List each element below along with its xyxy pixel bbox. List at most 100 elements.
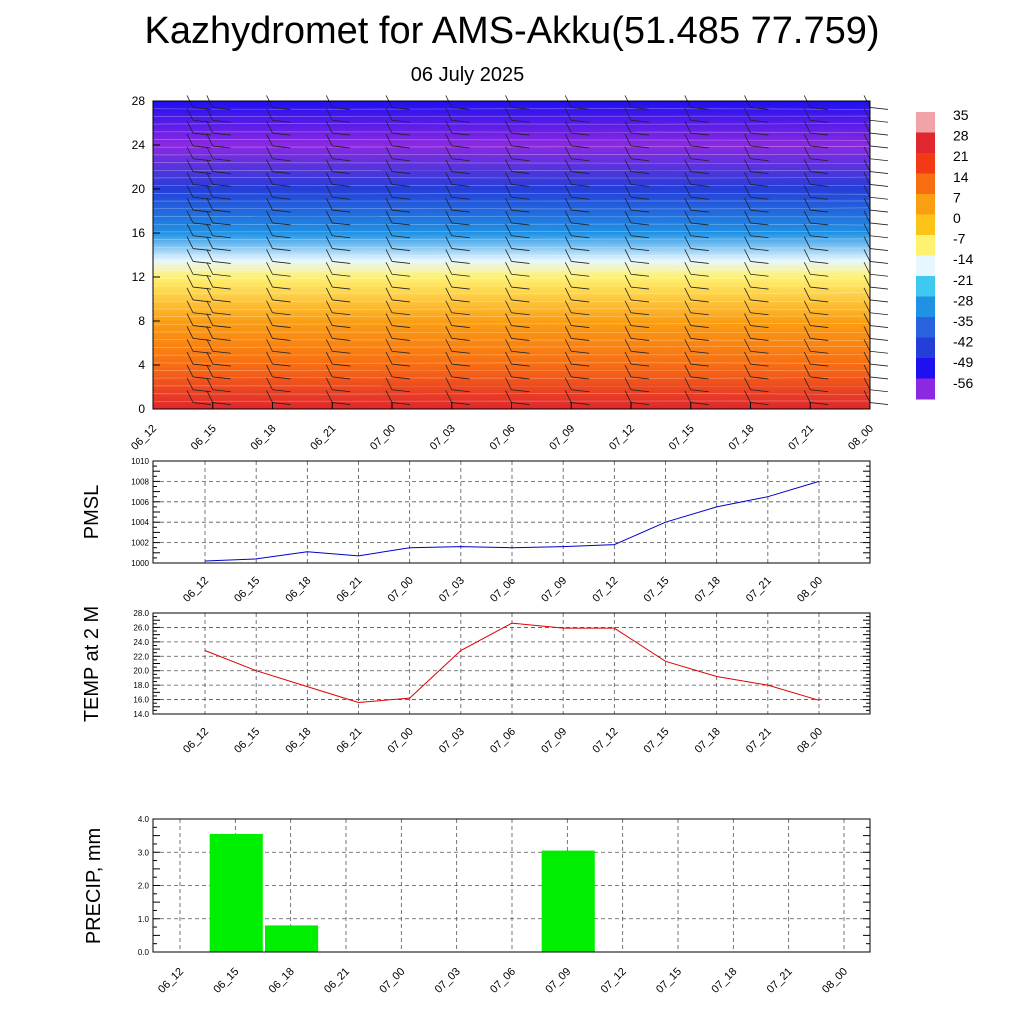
wind-barb: [863, 159, 889, 174]
wind-barb: [206, 351, 231, 367]
wind-barb: [445, 300, 470, 316]
wind-barb: [564, 351, 590, 367]
wind-barb: [385, 300, 411, 316]
chart-subtitle: 06 July 2025: [410, 64, 525, 86]
wind-barb: [624, 146, 650, 162]
wind-barb: [505, 287, 530, 303]
wind-barb: [325, 120, 351, 136]
x-tick-label: 07_03: [437, 575, 467, 605]
wind-barb: [803, 377, 829, 393]
wind-barb: [803, 223, 829, 239]
y-tick-label: 1006: [131, 498, 149, 507]
wind-barb: [325, 287, 351, 303]
x-tick-label: 07_03: [437, 726, 467, 756]
precip-x-tick-label: 06_12: [156, 966, 186, 996]
wind-barb: [385, 197, 411, 213]
wind-barb: [803, 159, 829, 174]
colorbar-swatch: [916, 112, 935, 133]
wind-barb: [186, 364, 212, 380]
wind-barb: [325, 313, 351, 328]
heat-x-tick-label: 07_00: [368, 423, 398, 453]
wind-barb: [266, 326, 291, 341]
wind-barb: [803, 197, 829, 213]
wind-barb: [505, 300, 530, 316]
y-tick-label: 1000: [131, 559, 149, 568]
wind-barb: [744, 223, 769, 239]
wind-barb: [186, 236, 212, 251]
wind-barb: [803, 146, 829, 162]
wind-barb: [325, 249, 351, 264]
wind-barb: [505, 274, 530, 290]
y-tick-label: 28.0: [133, 609, 149, 618]
wind-barb: [624, 339, 650, 354]
wind-barb: [385, 249, 411, 264]
wind-barb: [385, 159, 411, 174]
x-tick-label: 06_12: [181, 726, 211, 756]
wind-barb: [803, 249, 829, 264]
wind-barb: [186, 377, 212, 393]
wind-barb: [803, 262, 829, 277]
wind-barb: [325, 364, 351, 380]
wind-barb: [186, 390, 212, 405]
wind-barb: [266, 274, 291, 290]
x-tick-label: 06_21: [335, 575, 365, 605]
precip-x-tick-label: 07_09: [543, 966, 573, 996]
wind-barb: [505, 120, 530, 136]
wind-barb: [564, 313, 590, 328]
wind-barb: [505, 249, 530, 264]
wind-barb: [624, 197, 650, 213]
y-tick-label: 26.0: [133, 623, 149, 632]
wind-barb: [684, 197, 709, 213]
wind-barb: [684, 377, 709, 393]
heat-y-tick-label: 4: [138, 358, 145, 372]
wind-barb: [325, 210, 351, 226]
y-tick-label: 1.0: [138, 915, 150, 924]
x-tick-label: 07_06: [488, 726, 518, 756]
colorbar-swatch: [916, 173, 935, 195]
wind-barb: [385, 185, 411, 200]
wind-barb: [186, 133, 212, 149]
wind-barb: [266, 249, 291, 264]
wind-barb: [624, 236, 650, 251]
pmsl-panel: 1000 1002 1004 1006 1008 1010 06_12 06_15 06_18 0…: [81, 457, 871, 605]
heat-y-tick-label: 20: [132, 182, 146, 196]
y-axis-label: TEMP at 2 M: [81, 606, 103, 722]
wind-barb: [863, 172, 889, 187]
wind-barb: [266, 313, 291, 328]
colorbar-swatch: [916, 153, 935, 174]
wind-barb: [505, 159, 530, 174]
isoline: [152, 362, 871, 365]
wind-barb: [505, 313, 530, 328]
colorbar-swatch: [916, 337, 935, 359]
wind-barb: [445, 287, 470, 303]
wind-barb: [445, 120, 470, 136]
x-tick-label: 06_12: [181, 575, 211, 605]
wind-barb: [445, 313, 470, 328]
wind-barb: [564, 197, 590, 213]
wind-barb: [624, 249, 650, 264]
x-tick-label: 08_00: [795, 726, 825, 756]
wind-barb: [624, 210, 650, 226]
wind-barb: [863, 210, 889, 226]
wind-barb: [385, 364, 411, 380]
wind-barb: [863, 236, 889, 251]
heat-x-tick-label: 07_09: [547, 423, 577, 453]
wind-barb: [186, 262, 212, 277]
wind-barb: [266, 236, 291, 251]
wind-barb: [624, 377, 650, 393]
wind-barb: [744, 364, 769, 380]
heat-x-tick-label: 07_21: [786, 423, 816, 453]
wind-barb: [385, 339, 411, 354]
wind-barb: [624, 351, 650, 367]
wind-barb: [505, 223, 530, 239]
wind-barb: [206, 120, 231, 136]
wind-barb: [624, 133, 650, 149]
wind-barb: [863, 197, 889, 213]
x-tick-label: 07_06: [488, 575, 518, 605]
wind-barb: [505, 185, 530, 200]
wind-barb: [186, 159, 212, 174]
wind-barb: [445, 223, 470, 239]
y-tick-label: 3.0: [138, 848, 150, 857]
wind-barb: [266, 262, 291, 277]
wind-barb: [684, 300, 709, 316]
